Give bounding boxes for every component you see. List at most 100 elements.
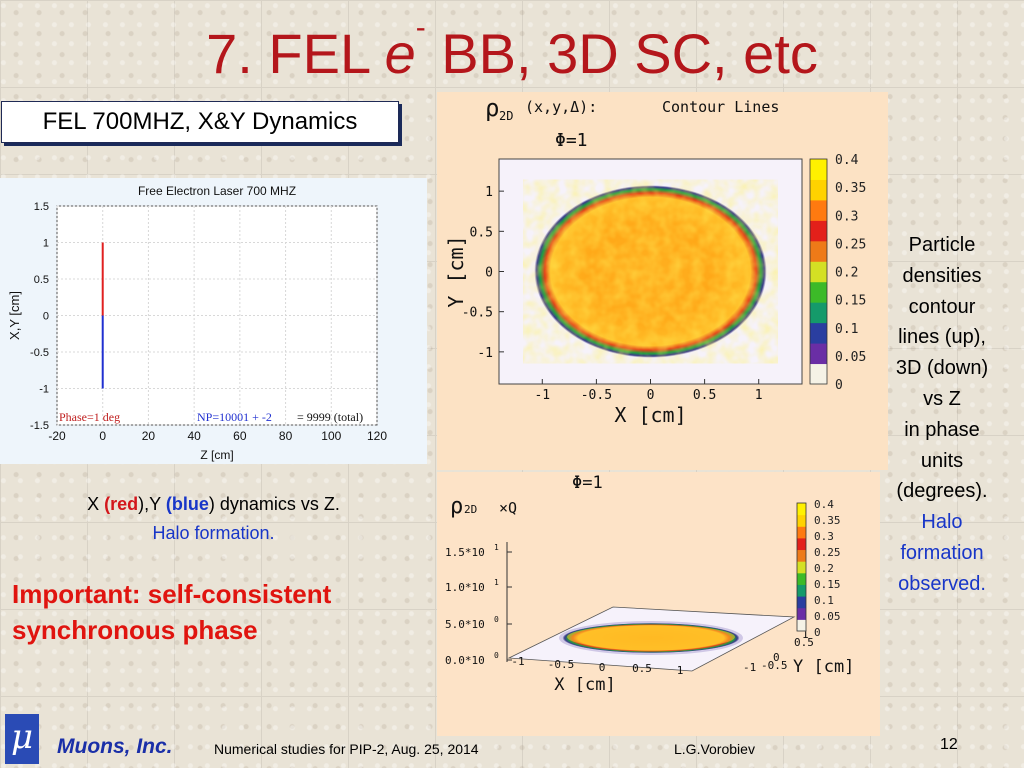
surface-3d-svg: Norm: ∫ρ2D(x,y,Δ)dxdy≡Q (total charge)Φ=… xyxy=(445,456,854,695)
y-tick-label: 0 xyxy=(43,311,49,323)
surface-colorbar-segment xyxy=(797,584,806,597)
side-line: contour xyxy=(908,295,976,318)
contour-colorbar-tick: 0.4 xyxy=(835,153,859,168)
surface-colorbar-segment xyxy=(797,619,806,632)
title-suffix: BB, 3D SC, etc xyxy=(425,22,818,85)
halo-caption: Halo formation. xyxy=(152,523,275,543)
np-annotation: NP=10001 + -2 xyxy=(197,410,272,424)
contour-colorbar-segment xyxy=(810,322,827,344)
caption-x: X xyxy=(87,494,105,514)
y-tick-label: 0.5 xyxy=(34,274,49,286)
contour-y-tick-label: 1 xyxy=(485,185,493,200)
contour-x-label: X [cm] xyxy=(614,403,686,427)
surface-y-tick-label: 1 xyxy=(802,628,809,641)
z-label-sub: 2D xyxy=(464,503,477,516)
contour-x-tick-label: 1 xyxy=(755,388,763,403)
phase-annotation: Phase=1 deg xyxy=(59,410,120,424)
x-tick-label: 0 xyxy=(99,429,106,443)
surface-3d-chart: Norm: ∫ρ2D(x,y,Δ)dxdy≡Q (total charge)Φ=… xyxy=(437,456,880,736)
xy-caption: X (red),Y (blue) dynamics vs Z. xyxy=(0,493,427,515)
surface-y-label: Y [cm] xyxy=(793,657,854,677)
surface-x-tick-label: 0.5 xyxy=(632,662,652,675)
contour-x-tick-label: 0.5 xyxy=(693,388,716,403)
talk-info: Numerical studies for PIP-2, Aug. 25, 20… xyxy=(214,741,479,757)
surface-colorbar-segment xyxy=(797,561,806,574)
contour-colorbar-tick: 0.35 xyxy=(835,181,866,196)
caption-red: (red xyxy=(104,494,139,514)
contour-colorbar-segment xyxy=(810,179,827,201)
y-tick-label: 1.5 xyxy=(34,201,49,213)
contour-y-tick-label: -0.5 xyxy=(462,306,493,321)
surface-x-tick-label: 1 xyxy=(677,664,684,677)
surface-colorbar-frame xyxy=(796,502,807,632)
contour-phi: Φ=1 xyxy=(555,130,588,151)
surface-x-label: X [cm] xyxy=(554,675,615,695)
surface-colorbar-segment xyxy=(797,596,806,609)
contour-colorbar-tick: 0.25 xyxy=(835,237,866,252)
x-tick-label: -20 xyxy=(48,429,66,443)
contour-y-tick-label: -1 xyxy=(477,346,493,361)
contour-x-tick-label: -1 xyxy=(534,388,550,403)
surface-colorbar-tick: 0.15 xyxy=(814,578,841,591)
surface-colorbar-segment xyxy=(797,514,806,527)
title-electron: e xyxy=(384,22,416,85)
title-electron-charge: - xyxy=(415,11,426,44)
contour-y-tick-label: 0.5 xyxy=(470,225,493,240)
side-line: lines (up), xyxy=(898,326,986,349)
chart-title: Free Electron Laser 700 MHZ xyxy=(138,184,296,198)
surface-x-tick-label: 0 xyxy=(599,661,606,674)
surface-phi: Φ=1 xyxy=(572,473,603,493)
contour-chart: ρ 2D (x,y,Δ): Contour Lines Φ=1 -1 -0.5 0 0.5 1 1 0… xyxy=(437,92,888,470)
page-number: 12 xyxy=(940,736,958,753)
y-tick-label: 1 xyxy=(43,238,49,250)
surface-x-tick-label: -0.5 xyxy=(548,658,575,671)
z-tick-exponent: 0 xyxy=(494,615,499,624)
side-line: 3D (down) xyxy=(895,357,989,380)
x-tick-label: 20 xyxy=(142,429,156,443)
side-line: (degrees). xyxy=(896,480,988,503)
contour-title-sub: 2D xyxy=(499,109,513,123)
side-line: vs Z xyxy=(923,387,961,410)
x-tick-label: 100 xyxy=(321,429,341,443)
surface-y-tick-label: 0 xyxy=(773,651,780,664)
surface-x-tick-label: -1 xyxy=(511,655,524,668)
side-halo-line: observed. xyxy=(898,572,986,595)
contour-colorbar-segment xyxy=(810,159,827,180)
surface-colorbar-tick: 0.1 xyxy=(814,594,834,607)
side-line: densities xyxy=(902,264,982,287)
surface-colorbar-tick: 0.05 xyxy=(814,610,841,623)
surface-colorbar-segment xyxy=(797,572,806,585)
contour-title-rho: ρ xyxy=(485,94,499,122)
contour-y-label: Y [cm] xyxy=(444,235,468,307)
contour-colorbar-tick: 0.2 xyxy=(835,266,858,281)
contour-title-args: (x,y,Δ): xyxy=(525,98,597,116)
y-tick-label: -0.5 xyxy=(30,347,49,359)
subtitle-box: FEL 700MHZ, X&Y Dynamics xyxy=(1,101,399,143)
y-tick-label: -1.5 xyxy=(30,420,49,432)
contour-colorbar-segment xyxy=(810,240,827,262)
y-axis-label: X,Y [cm] xyxy=(7,291,22,340)
z-tick-label: 1.5*10 xyxy=(445,546,485,559)
contour-colorbar-segment xyxy=(810,261,827,283)
z-tick-label: 1.0*10 xyxy=(445,581,485,594)
surface-colorbar-segment xyxy=(797,537,806,551)
slide-title: 7. FEL e- BB, 3D SC, etc xyxy=(0,11,1024,94)
side-line: units xyxy=(920,449,964,472)
contour-y-tick-label: 0 xyxy=(485,266,493,281)
z-tick-exponent: 0 xyxy=(494,651,499,660)
x-tick-label: 80 xyxy=(279,429,293,443)
surface-colorbar-segment xyxy=(797,607,806,620)
surface-y-tick-label: 0.5 xyxy=(794,636,814,649)
contour-title: Contour Lines xyxy=(662,98,779,116)
company-name: Muons, Inc. xyxy=(57,735,173,758)
surface-y-tick-label: -1 xyxy=(743,661,756,674)
x-axis-label: Z [cm] xyxy=(200,448,233,462)
important-note: Important: self-consistent synchronous p… xyxy=(12,576,432,648)
contour-colorbar-tick: 0.05 xyxy=(835,350,866,365)
contour-colorbar-segment xyxy=(810,220,827,242)
contour-colorbar-tick: 0.15 xyxy=(835,294,866,309)
important-line-2: synchronous phase xyxy=(12,615,258,645)
important-line-1: Important: self-consistent xyxy=(12,579,332,609)
contour-colorbar-segment xyxy=(810,281,827,303)
x-tick-label: 120 xyxy=(367,429,387,443)
